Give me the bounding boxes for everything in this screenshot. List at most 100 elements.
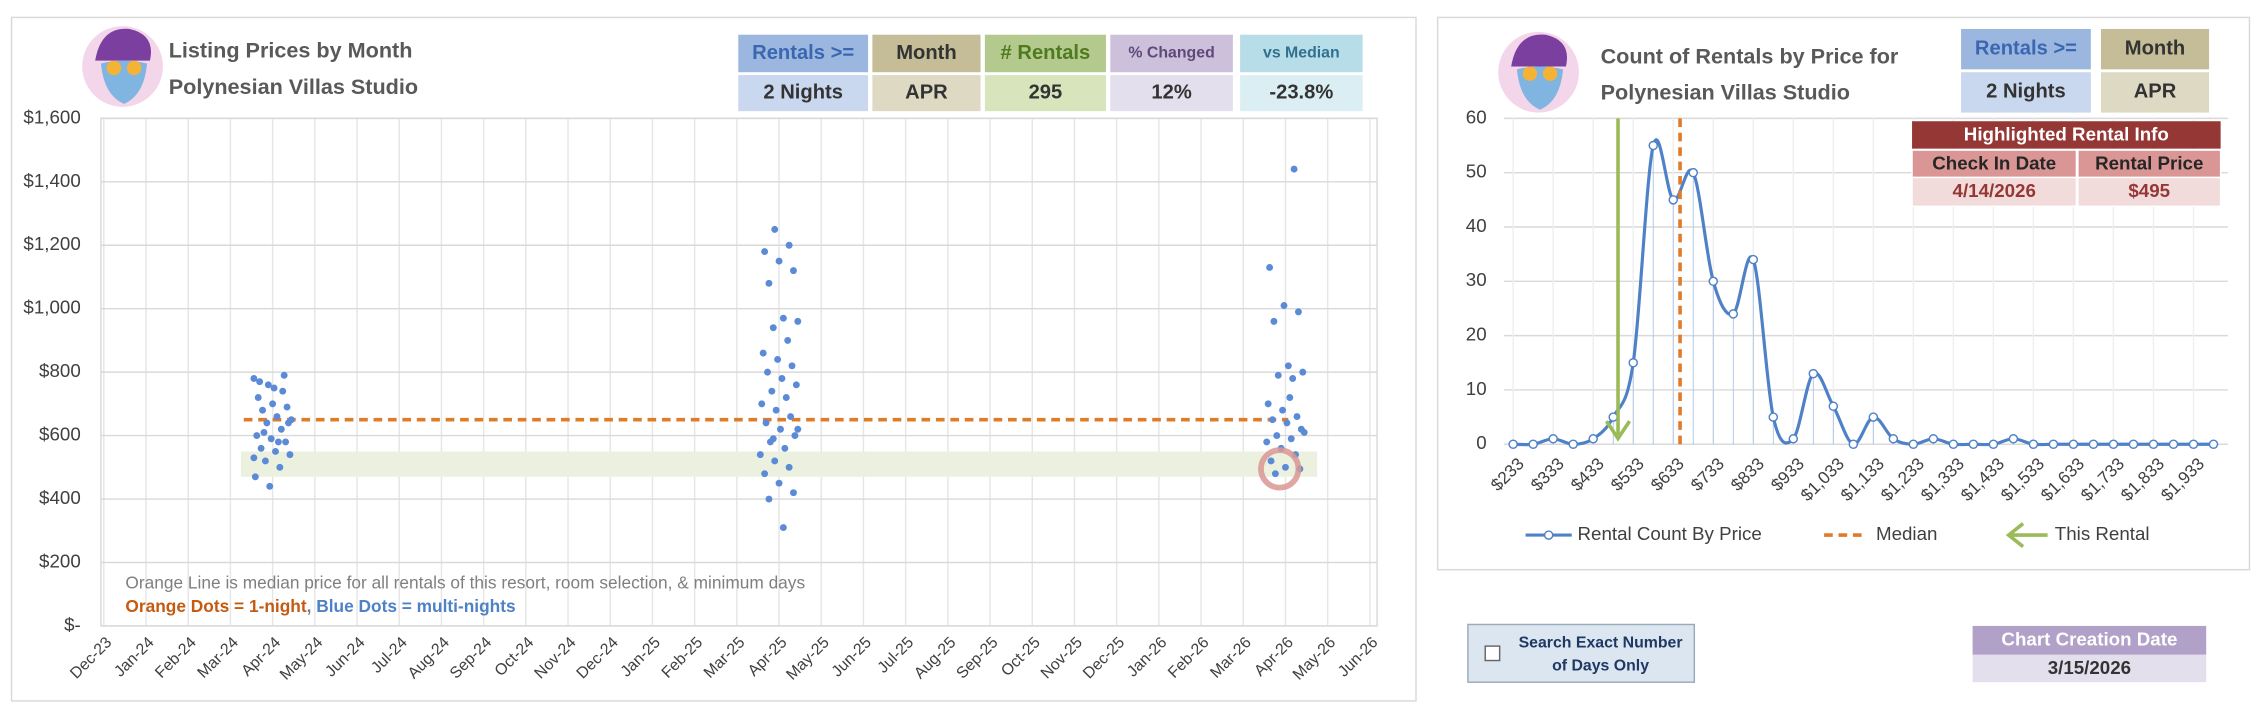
data-point: [775, 479, 783, 487]
search-option[interactable]: [1467, 623, 1696, 683]
data-point: [768, 387, 776, 395]
data-point: [782, 394, 790, 401]
goggle: [1542, 66, 1558, 81]
data-point: [279, 387, 287, 395]
table-cell: [738, 75, 869, 112]
y-tick-label: $1,400: [23, 170, 80, 191]
data-point: [286, 451, 294, 459]
table-value: APR: [2134, 81, 2177, 103]
annotation: Orange Line is median price for all rent…: [125, 573, 805, 593]
data-point: [2068, 439, 2079, 449]
data-point: [2148, 439, 2159, 449]
data-point: [251, 473, 259, 481]
data-point: [256, 378, 264, 386]
data-point: [1908, 439, 1919, 449]
data-point: [1266, 263, 1274, 271]
data-point: [260, 428, 268, 436]
data-point: [282, 438, 290, 446]
data-point: [792, 381, 800, 389]
data-point: [254, 394, 262, 401]
data-point: [1300, 428, 1308, 436]
y-tick-label: $1,000: [23, 297, 80, 318]
title: Polynesian Villas Studio: [1601, 80, 1850, 105]
data-point: [774, 355, 782, 363]
data-point: [761, 470, 769, 478]
data-point: [1273, 432, 1281, 440]
table-header: [872, 34, 981, 73]
y-tick-label: 60: [1466, 106, 1487, 127]
table-value: -23.8%: [1269, 81, 1333, 103]
data-point: [259, 406, 266, 414]
data-point: [1788, 434, 1799, 444]
checkbox[interactable]: [1484, 645, 1501, 662]
data-point: [276, 463, 284, 471]
data-point: [756, 451, 764, 459]
data-point: [1508, 439, 1518, 449]
data-point: [771, 457, 779, 465]
goggle: [106, 60, 122, 76]
data-point: [270, 384, 278, 392]
data-point: [1284, 362, 1292, 370]
data-point: [1568, 439, 1578, 449]
table-cell: [1961, 72, 2091, 113]
data-point: [266, 482, 274, 490]
data-point: [1280, 302, 1288, 309]
y-tick-label: $600: [39, 424, 81, 445]
data-point: [2128, 439, 2139, 449]
data-point: [777, 425, 784, 433]
y-tick-label: 30: [1466, 269, 1487, 290]
table-header: [1110, 34, 1233, 73]
table-header: [1961, 28, 2091, 70]
data-point: [771, 225, 779, 233]
table-cell: [1110, 75, 1233, 112]
data-point: [1293, 413, 1301, 421]
logo-left: [82, 26, 163, 107]
data-point: [2028, 439, 2039, 449]
date-value: 3/15/2026: [2048, 657, 2131, 678]
data-point: [1948, 439, 1959, 449]
data-point: [269, 400, 277, 408]
title: Listing Prices by Month: [169, 38, 413, 63]
annotation-part: Orange Dots = 1-night: [125, 596, 306, 616]
data-point: [250, 454, 258, 462]
data-point: [1290, 165, 1298, 173]
data-point: [1264, 400, 1272, 408]
data-point: [264, 381, 272, 389]
data-point: [762, 419, 770, 427]
table-cell: [2100, 72, 2210, 113]
data-point: [775, 257, 783, 265]
data-point: [785, 241, 793, 249]
goggle: [126, 60, 142, 76]
data-point: [765, 279, 773, 287]
data-point: [1287, 435, 1295, 443]
data-point: [1668, 195, 1679, 205]
table-value: 295: [1029, 81, 1063, 103]
y-tick-label: 40: [1466, 215, 1487, 236]
info-header-bg: [2077, 149, 2222, 179]
data-point: [1768, 412, 1779, 422]
checkbox-label: Search Exact Number: [1519, 634, 1683, 651]
data-point: [2108, 439, 2119, 449]
info-value: $495: [2128, 180, 2170, 201]
data-point: [785, 463, 793, 471]
y-tick-label: $200: [39, 550, 81, 571]
data-point: [273, 413, 281, 421]
table-header-text: Rentals >=: [1975, 37, 2077, 59]
data-point: [784, 336, 792, 344]
data-point: [1279, 406, 1287, 414]
logo-right: [1498, 31, 1579, 113]
data-point: [253, 432, 261, 440]
data-point: [2088, 439, 2099, 449]
data-point: [1628, 358, 1638, 368]
data-point: [1286, 394, 1294, 401]
table-header-text: vs Median: [1263, 45, 1340, 62]
data-point: [1968, 439, 1979, 449]
data-point: [285, 419, 292, 427]
annotation-part: Blue Dots = multi-nights: [316, 596, 515, 616]
data-point: [779, 314, 787, 322]
data-point: [280, 371, 288, 379]
data-point: [1868, 412, 1879, 422]
data-point: [1299, 368, 1307, 376]
data-point: [790, 489, 797, 497]
data-point: [1294, 308, 1302, 316]
